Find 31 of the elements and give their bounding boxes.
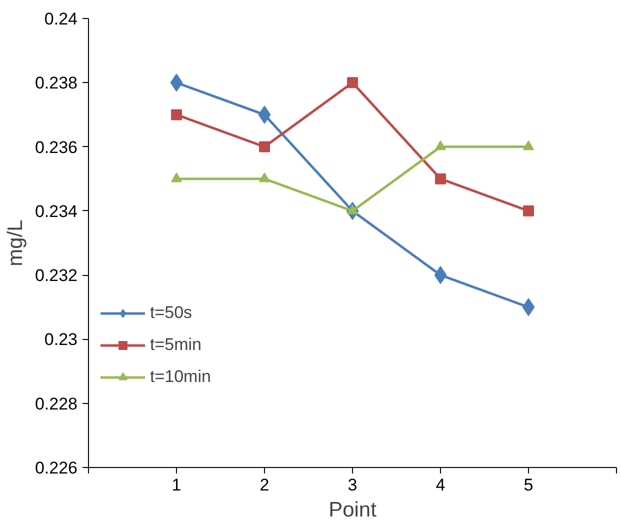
legend-label: t=5min — [150, 335, 202, 355]
y-tick-label: 0.234 — [34, 202, 78, 221]
x-tick-label: 4 — [436, 476, 446, 494]
point — [171, 109, 182, 120]
x-tick-label: 2 — [260, 476, 270, 494]
point — [258, 106, 271, 124]
x-tick-label: 1 — [172, 476, 182, 494]
point — [259, 141, 270, 152]
x-axis-title: Point — [328, 498, 377, 522]
y-tick-label: 0.232 — [34, 266, 78, 286]
point — [435, 140, 446, 150]
y-tick-label: 0.24 — [44, 10, 78, 28]
y-tick-label: 0.238 — [34, 74, 78, 93]
point — [435, 173, 446, 184]
y-axis-title: mg/L — [4, 220, 27, 266]
point — [523, 140, 534, 150]
point — [171, 172, 182, 182]
legend-label: t=50s — [150, 303, 192, 323]
y-tick-label: 0.23 — [44, 330, 78, 350]
y-tick-label: 0.236 — [34, 138, 78, 157]
point — [259, 172, 270, 182]
y-tick-label: 0.228 — [34, 394, 78, 414]
point — [522, 298, 535, 316]
point — [523, 205, 534, 216]
x-tick-label: 5 — [524, 476, 534, 494]
point — [347, 77, 358, 88]
point — [434, 266, 447, 284]
legend-label: t=10min — [150, 367, 211, 387]
x-tick-label: 3 — [348, 476, 358, 494]
y-tick-label: 0.226 — [34, 458, 78, 478]
point — [170, 74, 183, 92]
